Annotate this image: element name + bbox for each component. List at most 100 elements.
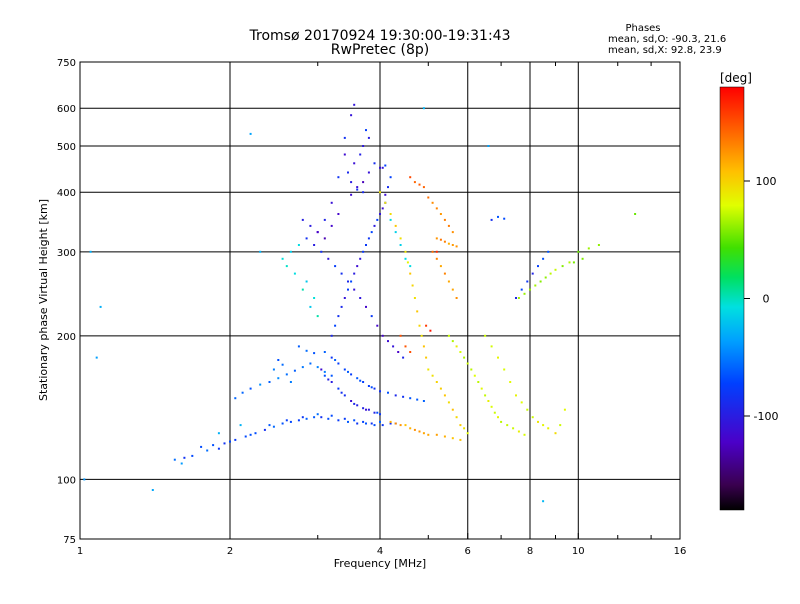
data-point [455,345,458,348]
data-point [340,272,343,275]
data-point [229,440,231,443]
data-point [376,324,379,327]
data-point [356,404,359,407]
data-point [356,188,359,191]
data-point [389,420,392,423]
data-point [539,280,542,283]
data-point [420,334,423,337]
data-point [365,422,367,425]
y-tick-label: 75 [63,535,76,546]
data-point [455,297,458,299]
data-point [459,424,462,427]
data-point [353,419,356,422]
data-point [470,368,473,371]
data-point [353,272,356,275]
data-point [597,244,600,246]
data-point [447,401,450,404]
x-tick-label: 1 [77,546,83,557]
data-point [376,411,379,414]
data-point [347,370,349,373]
data-point [350,373,353,376]
data-point [83,478,86,481]
y-tick-label: 200 [57,332,76,343]
data-point [151,489,154,491]
data-point [356,422,359,425]
data-point [413,181,416,184]
y-tick-label: 100 [57,475,76,486]
data-point [435,257,438,260]
data-point [206,449,209,452]
data-point [394,231,397,234]
data-point [409,272,412,275]
data-point [443,218,446,221]
data-point [340,391,343,394]
data-point [411,284,414,287]
data-point [223,442,226,445]
data-point [559,424,562,427]
data-point [542,257,545,260]
data-point [384,164,387,167]
data-point [323,370,326,373]
data-point [537,265,539,268]
data-point [413,297,416,299]
y-tick-label: 300 [57,248,76,259]
data-point [509,381,512,383]
data-point [305,417,308,420]
data-point [350,181,353,184]
data-point [581,257,584,260]
data-point [531,416,534,419]
data-point [362,407,365,410]
data-point [473,374,476,377]
data-point [305,349,308,352]
data-point [431,201,434,204]
data-point [365,244,367,246]
data-point [435,207,438,210]
data-point [422,400,425,402]
data-point [526,408,529,411]
data-point [313,416,316,419]
data-point [517,430,520,433]
data-point [343,394,346,397]
data-point [389,176,392,179]
data-point [359,257,362,260]
data-point [542,424,545,427]
data-point [367,408,370,411]
colorbar-tick-label: 100 [756,175,777,188]
data-point [340,305,343,308]
data-point [404,345,407,348]
data-point [387,186,389,189]
data-point [353,103,356,106]
data-point [244,435,247,438]
data-point [404,250,407,253]
data-point [542,500,545,503]
data-point [379,191,381,194]
y-axis-ticks: 75 100 200 300 400 500 600 750 [57,58,76,546]
data-point [330,374,333,377]
data-point [409,397,412,400]
data-point [477,381,480,383]
data-point [249,132,252,135]
data-point [480,387,483,390]
data-point [316,366,319,369]
y-axis-label: Stationary phase Virtual Height [km] [37,199,50,401]
data-point [259,383,262,386]
data-point [517,297,520,299]
data-point [277,359,280,361]
data-point [399,334,402,337]
data-point [418,324,421,327]
data-point [362,145,365,147]
data-point [534,284,537,287]
data-point [305,237,308,240]
data-point [418,183,421,186]
data-point [249,387,252,390]
data-point [234,397,237,400]
data-point [490,405,493,408]
data-point [515,297,517,299]
x-tick-label: 8 [527,546,533,557]
data-point [316,231,319,234]
data-point [554,268,557,271]
data-point [272,425,275,428]
data-point [337,315,340,318]
data-point [254,432,257,435]
data-point [99,305,102,308]
